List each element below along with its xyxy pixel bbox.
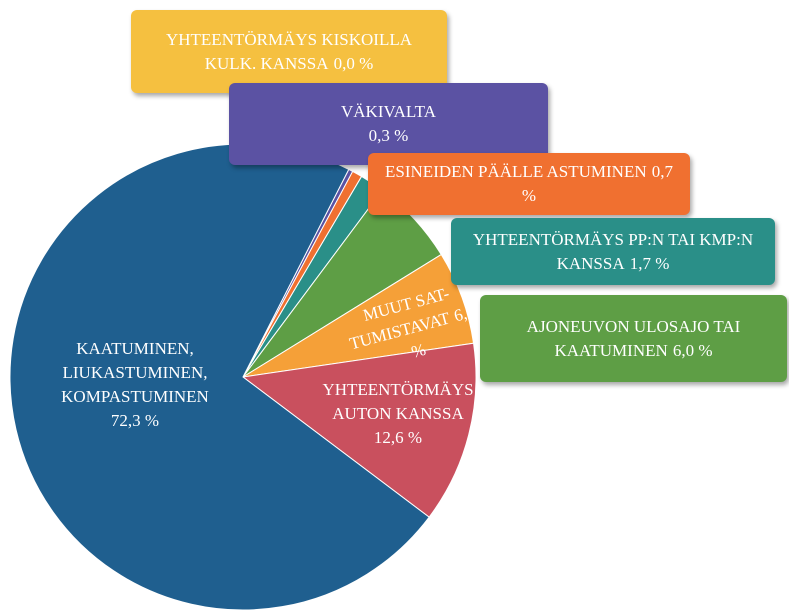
pie-slice (241, 342, 477, 518)
label-text: YHTEENTÖRMÄYS PP:N TAI KMP:N KANSSA 1,7 % (459, 228, 767, 276)
label-text: ESINEIDEN PÄÄLLE ASTUMINEN 0,7 % (376, 160, 682, 208)
category-name: YHTEENTÖRMÄYS AUTON KANSSA (322, 380, 474, 423)
pie-slice (9, 143, 430, 610)
slice-label: KAATUMINEN, LIUKASTUMINEN, KOMPASTUMINEN… (40, 330, 230, 440)
value-label: 1,7 % (629, 253, 670, 273)
label-text: YHTEENTÖRMÄYS AUTON KANSSA 12,6 % (322, 378, 473, 450)
value-label: 0,7 % (521, 162, 673, 205)
label-text: AJONEUVON ULOSAJO TAI KAATUMINEN 6,0 % (488, 315, 779, 363)
label-text: YHTEENTÖRMÄYS KISKOILLA KULK. KANSSA 0,0 … (139, 28, 439, 76)
callout-label: AJONEUVON ULOSAJO TAI KAATUMINEN 6,0 % (480, 295, 787, 382)
value-label: 72,3 % (110, 411, 160, 430)
category-name: VÄKIVALTA (341, 102, 436, 121)
label-text: VÄKIVALTA 0,3 % (341, 100, 436, 148)
value-label: 0,0 % (333, 53, 374, 73)
callout-label: VÄKIVALTA 0,3 % (229, 83, 548, 165)
category-name: YHTEENTÖRMÄYS KISKOILLA KULK. KANSSA (165, 29, 412, 73)
category-name: YHTEENTÖRMÄYS PP:N TAI KMP:N KANSSA (472, 229, 754, 273)
value-label: 12,6 % (373, 428, 423, 447)
label-text: KAATUMINEN, LIUKASTUMINEN, KOMPASTUMINEN… (48, 337, 222, 433)
value-label: 6,0 % (672, 340, 713, 360)
slice-label: YHTEENTÖRMÄYS AUTON KANSSA 12,6 % (318, 372, 478, 456)
value-label: 0,3 % (368, 126, 409, 145)
callout-label: ESINEIDEN PÄÄLLE ASTUMINEN 0,7 % (368, 153, 690, 215)
category-name: ESINEIDEN PÄÄLLE ASTUMINEN (385, 162, 647, 181)
callout-label: YHTEENTÖRMÄYS KISKOILLA KULK. KANSSA 0,0 … (131, 10, 447, 93)
category-name: AJONEUVON ULOSAJO TAI KAATUMINEN (526, 316, 741, 360)
callout-label: YHTEENTÖRMÄYS PP:N TAI KMP:N KANSSA 1,7 % (451, 218, 775, 285)
category-name: KAATUMINEN, LIUKASTUMINEN, KOMPASTUMINEN (61, 339, 209, 406)
